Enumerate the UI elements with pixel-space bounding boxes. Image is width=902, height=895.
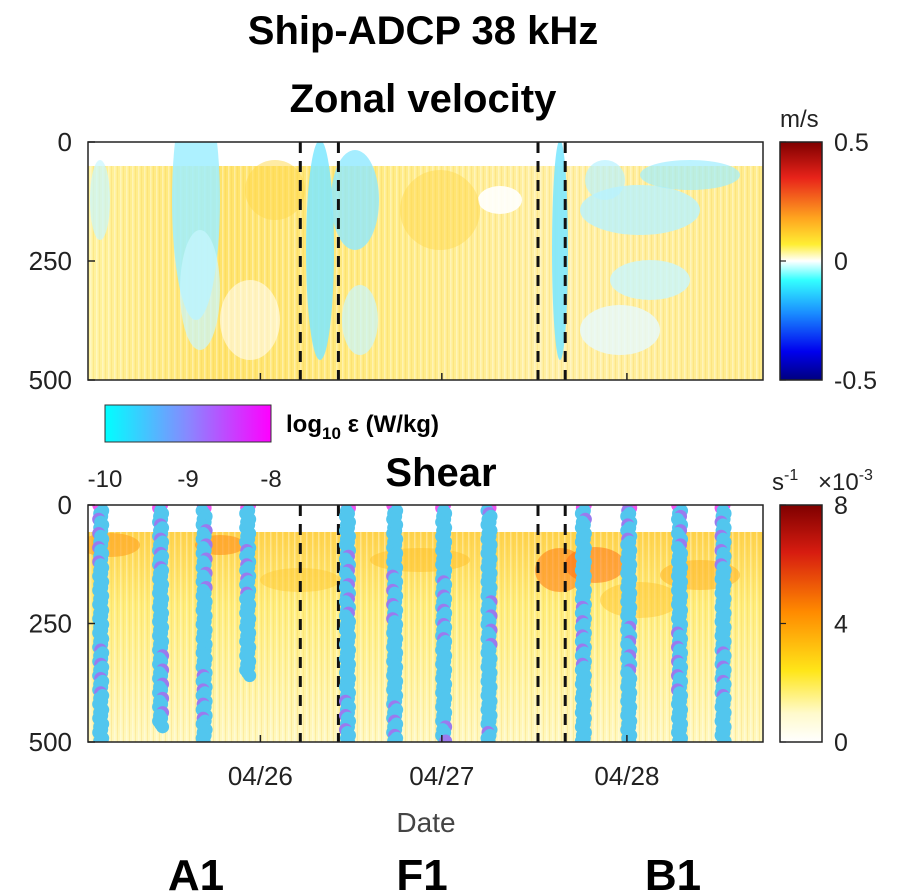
velocity-patches (90, 142, 740, 360)
dissipation-point (574, 734, 588, 742)
velocity-panel: 0 250 500 (29, 127, 764, 395)
dissipation-legend-label: log10 ε (W/kg) (286, 411, 439, 443)
dissipation-legend-ticks: -10 -9 -8 (88, 466, 282, 493)
velocity-patch (306, 142, 334, 360)
dissipation-profile (671, 505, 689, 742)
velocity-patch (220, 280, 280, 360)
velocity-patch (342, 285, 378, 355)
dissipation-point (197, 734, 211, 742)
dissipation-profile (152, 505, 170, 734)
dissipation-profile (338, 505, 356, 742)
velocity-dashed-lines (298, 142, 567, 380)
shear-title: Shear (385, 451, 496, 495)
shear-panel: 0 250 500 04/26 04/27 04/28 (29, 490, 764, 791)
velocity-colorbar-unit: m/s (780, 106, 819, 133)
shear-patch (600, 582, 680, 618)
region-label-f1: F1 (396, 851, 447, 895)
velocity-y-tick-label: 0 (58, 127, 72, 157)
shear-x-ticks: 04/26 04/27 04/28 (228, 735, 659, 791)
shear-colorbar-tick-label: 4 (834, 611, 848, 639)
shear-x-tick-label: 04/28 (594, 761, 659, 791)
shear-x-tick-label: 04/26 (228, 761, 293, 791)
velocity-colorbar-ticks: 0.5 0 -0.5 (780, 129, 877, 395)
dissipation-point (672, 734, 686, 742)
dissipation-profile (574, 505, 592, 742)
velocity-colorbar-tick-label: -0.5 (834, 367, 877, 395)
velocity-colorbar-tick-label: 0 (834, 248, 848, 276)
region-label-a1: A1 (168, 851, 224, 895)
velocity-patch (245, 160, 305, 220)
x-axis-label: Date (396, 807, 455, 838)
shear-colorbar-multiplier: ×10-3 (818, 467, 873, 496)
dissipation-profile (480, 505, 498, 742)
velocity-y-ticks: 0 250 500 (29, 127, 95, 395)
velocity-patch (610, 260, 690, 300)
dissipation-point (93, 734, 107, 742)
dissipation-legend-tick: -10 (88, 466, 123, 493)
dissipation-point (387, 734, 401, 742)
dissipation-legend-tick: -8 (260, 466, 281, 493)
shear-x-tick-label: 04/27 (409, 761, 474, 791)
dissipation-legend: log10 ε (W/kg) -10 -9 -8 (88, 404, 439, 493)
shear-y-ticks: 0 250 500 (29, 490, 95, 757)
shear-colorbar-ramp (779, 504, 823, 743)
dissipation-point (341, 734, 355, 742)
shear-colorbar-unit: s-1 (772, 467, 798, 496)
dissipation-profiles (92, 505, 732, 742)
dissipation-legend-tick: -9 (177, 466, 198, 493)
shear-patch (88, 533, 140, 557)
dissipation-point (156, 720, 170, 734)
dissipation-profile (620, 505, 638, 742)
chart-subtitle: Zonal velocity (290, 77, 557, 121)
velocity-patch (180, 230, 220, 350)
velocity-patch (90, 160, 110, 240)
shear-y-tick-label: 500 (29, 727, 72, 757)
velocity-colorbar-tick-label: 0.5 (834, 129, 869, 157)
velocity-colorbar: m/s 0.5 0 -0.5 (779, 106, 877, 395)
velocity-patch (640, 160, 740, 190)
dissipation-profile (92, 505, 110, 742)
velocity-patch (400, 170, 480, 250)
shear-dashed-lines (298, 505, 567, 742)
dissipation-profile (239, 505, 257, 683)
shear-y-tick-label: 250 (29, 609, 72, 639)
shear-colorbar-ticks: 8 4 0 (780, 492, 848, 757)
velocity-y-tick-label: 500 (29, 365, 72, 395)
dissipation-profile (195, 505, 213, 742)
velocity-colorbar-ramp (779, 141, 823, 381)
region-labels: A1 F1 B1 (168, 851, 701, 895)
dissipation-legend-ramp (104, 404, 272, 443)
dissipation-point (623, 734, 637, 742)
velocity-patch (478, 186, 522, 214)
velocity-patch (585, 160, 625, 200)
dissipation-point (243, 669, 257, 683)
shear-colorbar-tick-label: 8 (834, 492, 848, 520)
velocity-patch (331, 150, 379, 250)
shear-colorbar: s-1 ×10-3 8 4 0 (772, 467, 873, 757)
velocity-patch (552, 142, 568, 360)
shear-colorbar-tick-label: 0 (834, 729, 848, 757)
dissipation-point (718, 734, 732, 742)
dissipation-profile (714, 505, 732, 742)
velocity-patch (580, 305, 660, 355)
dissipation-profile (435, 505, 453, 742)
velocity-x-tick-marks (259, 373, 628, 380)
dissipation-point (482, 734, 496, 742)
shear-patch (260, 568, 340, 592)
shear-y-tick-label: 0 (58, 490, 72, 520)
chart-title: Ship-ADCP 38 kHz (248, 9, 598, 53)
velocity-y-tick-label: 250 (29, 246, 72, 276)
dissipation-profile (386, 505, 404, 742)
shear-patch (565, 547, 625, 583)
shear-patch (370, 548, 470, 572)
region-label-b1: B1 (645, 851, 701, 895)
